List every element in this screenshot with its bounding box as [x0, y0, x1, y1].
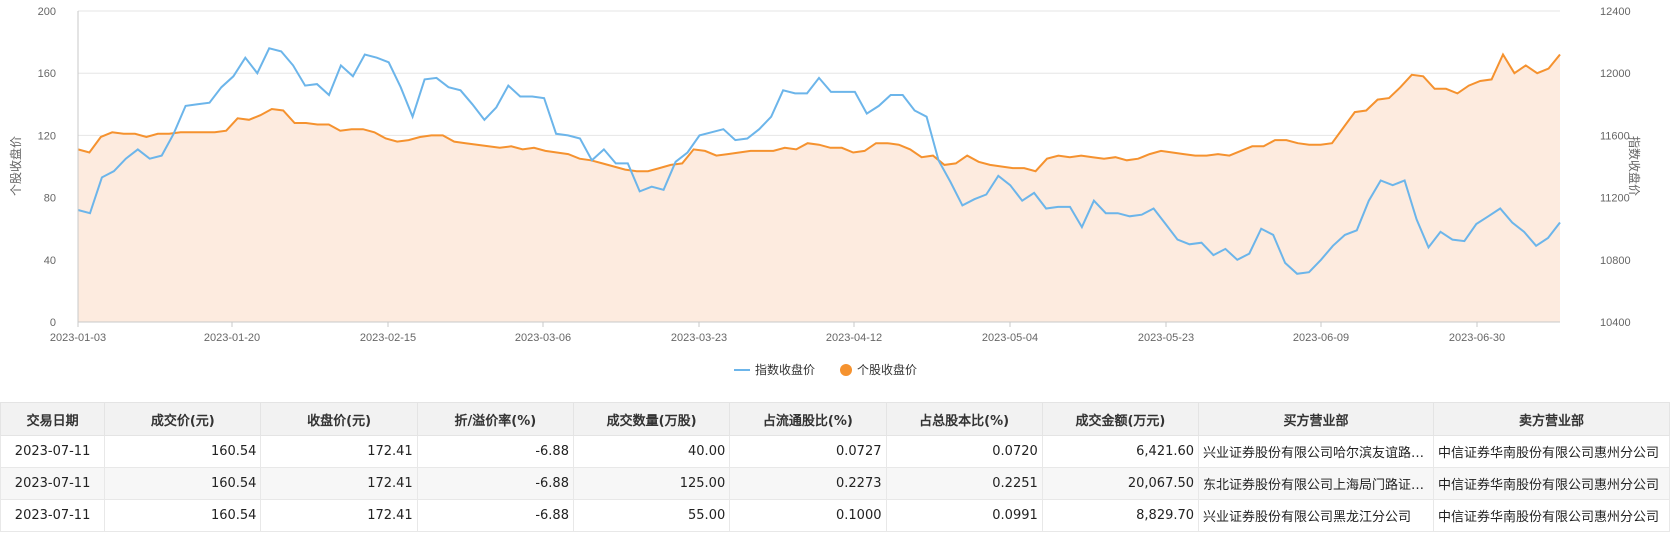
y-left-tick-label: 80 — [44, 193, 56, 205]
cell-float-ratio: 0.2273 — [729, 467, 887, 500]
col-header-float-ratio[interactable]: 占流通股比(%) — [729, 402, 887, 436]
col-header-total-ratio[interactable]: 占总股本比(%) — [885, 402, 1043, 436]
col-header-deal-price[interactable]: 成交价(元) — [104, 402, 262, 436]
y-left-tick-label: 120 — [38, 130, 56, 142]
col-header-amount[interactable]: 成交金额(万元) — [1041, 402, 1200, 436]
chart-legend[interactable]: 指数收盘价 个股收盘价 — [734, 362, 917, 377]
y-right-tick-label: 10400 — [1600, 317, 1631, 329]
cell-float-ratio: 0.0727 — [729, 435, 887, 468]
col-header-date[interactable]: 交易日期 — [0, 402, 106, 436]
x-tick-label: 2023-01-20 — [204, 332, 260, 344]
legend-index-label: 指数收盘价 — [755, 362, 815, 377]
y-axis-left-ticks: 0 40 80 120 160 200 — [38, 6, 56, 329]
cell-deal-price: 160.54 — [104, 467, 262, 500]
y-right-tick-label: 11200 — [1600, 193, 1630, 205]
x-tick-label: 2023-01-03 — [50, 332, 106, 344]
x-axis-ticks: 2023-01-03 2023-01-20 2023-02-15 2023-03-06… — [50, 322, 1505, 344]
col-header-premium-rate[interactable]: 折/溢价率(%) — [416, 402, 574, 436]
col-header-seller[interactable]: 卖方营业部 — [1432, 402, 1670, 436]
legend-stock-swatch — [840, 364, 852, 376]
x-tick-label: 2023-04-12 — [826, 332, 882, 344]
y-left-tick-label: 0 — [50, 317, 56, 329]
col-header-close-price[interactable]: 收盘价(元) — [260, 402, 418, 436]
cell-volume: 125.00 — [572, 467, 731, 500]
y-left-tick-label: 200 — [38, 6, 56, 18]
cell-premium-rate: -6.88 — [416, 435, 574, 468]
y-right-tick-label: 11600 — [1600, 130, 1630, 142]
cell-total-ratio: 0.0991 — [885, 499, 1043, 532]
cell-amount: 6,421.60 — [1041, 435, 1200, 468]
table-row: 2023-07-11 160.54 172.41 -6.88 125.00 0.… — [0, 467, 1670, 500]
cell-total-ratio: 0.0720 — [885, 435, 1043, 468]
block-trade-table: 交易日期 成交价(元) 收盘价(元) 折/溢价率(%) 成交数量(万股) 占流通… — [0, 402, 1670, 532]
table-header-row: 交易日期 成交价(元) 收盘价(元) 折/溢价率(%) 成交数量(万股) 占流通… — [0, 402, 1670, 436]
cell-seller-link[interactable]: 中信证券华南股份有限公司惠州分公司 — [1432, 467, 1670, 500]
y-left-tick-label: 160 — [38, 68, 56, 80]
col-header-buyer[interactable]: 买方营业部 — [1198, 402, 1434, 436]
cell-premium-rate: -6.88 — [416, 467, 574, 500]
x-tick-label: 2023-03-06 — [515, 332, 571, 344]
cell-close-price: 172.41 — [260, 499, 418, 532]
cell-deal-price: 160.54 — [104, 435, 262, 468]
cell-buyer-link[interactable]: 兴业证券股份有限公司哈尔滨友谊路证券营业部 — [1198, 435, 1434, 468]
cell-volume: 55.00 — [572, 499, 731, 532]
y-right-tick-label: 12400 — [1600, 6, 1631, 18]
table-row: 2023-07-11 160.54 172.41 -6.88 40.00 0.0… — [0, 435, 1670, 468]
y-axis-right-ticks: 10400 10800 11200 11600 12000 12400 — [1600, 6, 1631, 329]
x-tick-label: 2023-05-04 — [982, 332, 1038, 344]
cell-buyer-link[interactable]: 东北证券股份有限公司上海局门路证券营业部 — [1198, 467, 1434, 500]
y-right-tick-label: 12000 — [1600, 68, 1631, 80]
x-tick-label: 2023-06-30 — [1449, 332, 1505, 344]
y-right-tick-label: 10800 — [1600, 255, 1631, 267]
stock-price-area — [78, 54, 1560, 322]
cell-total-ratio: 0.2251 — [885, 467, 1043, 500]
table-row: 2023-07-11 160.54 172.41 -6.88 55.00 0.1… — [0, 499, 1670, 532]
x-tick-label: 2023-03-23 — [671, 332, 727, 344]
stock-price-line — [77, 52, 1561, 173]
legend-stock-label: 个股收盘价 — [857, 362, 917, 377]
price-chart: 0 40 80 120 160 200 10400 10800 11200 11600 12000… — [8, 6, 1642, 377]
cell-close-price: 172.41 — [260, 435, 418, 468]
cell-date: 2023-07-11 — [0, 499, 106, 532]
cell-amount: 20,067.50 — [1041, 467, 1200, 500]
x-tick-label: 2023-02-15 — [360, 332, 416, 344]
chart-canvas: 0 40 80 120 160 200 10400 10800 11200 11600 12000… — [8, 6, 1642, 377]
cell-date: 2023-07-11 — [0, 467, 106, 500]
y-axis-left-label: 个股收盘价 — [8, 136, 23, 196]
cell-seller-link[interactable]: 中信证券华南股份有限公司惠州分公司 — [1432, 435, 1670, 468]
cell-float-ratio: 0.1000 — [729, 499, 887, 532]
chart-axes — [77, 11, 1560, 323]
index-price-line — [77, 47, 1561, 275]
cell-amount: 8,829.70 — [1041, 499, 1200, 532]
x-tick-label: 2023-05-23 — [1138, 332, 1194, 344]
col-header-volume[interactable]: 成交数量(万股) — [572, 402, 731, 436]
legend-item-index[interactable]: 指数收盘价 — [734, 362, 815, 377]
cell-premium-rate: -6.88 — [416, 499, 574, 532]
cell-date: 2023-07-11 — [0, 435, 106, 468]
cell-close-price: 172.41 — [260, 467, 418, 500]
cell-buyer-link[interactable]: 兴业证券股份有限公司黑龙江分公司 — [1198, 499, 1434, 532]
cell-deal-price: 160.54 — [104, 499, 262, 532]
legend-item-stock[interactable]: 个股收盘价 — [840, 362, 917, 377]
x-tick-label: 2023-06-09 — [1293, 332, 1349, 344]
y-axis-right-label: 指数收盘价 — [1627, 136, 1642, 196]
y-left-tick-label: 40 — [44, 255, 56, 267]
block-trade-table-container: 交易日期 成交价(元) 收盘价(元) 折/溢价率(%) 成交数量(万股) 占流通… — [0, 402, 1670, 532]
cell-volume: 40.00 — [572, 435, 731, 468]
cell-seller-link[interactable]: 中信证券华南股份有限公司惠州分公司 — [1432, 499, 1670, 532]
